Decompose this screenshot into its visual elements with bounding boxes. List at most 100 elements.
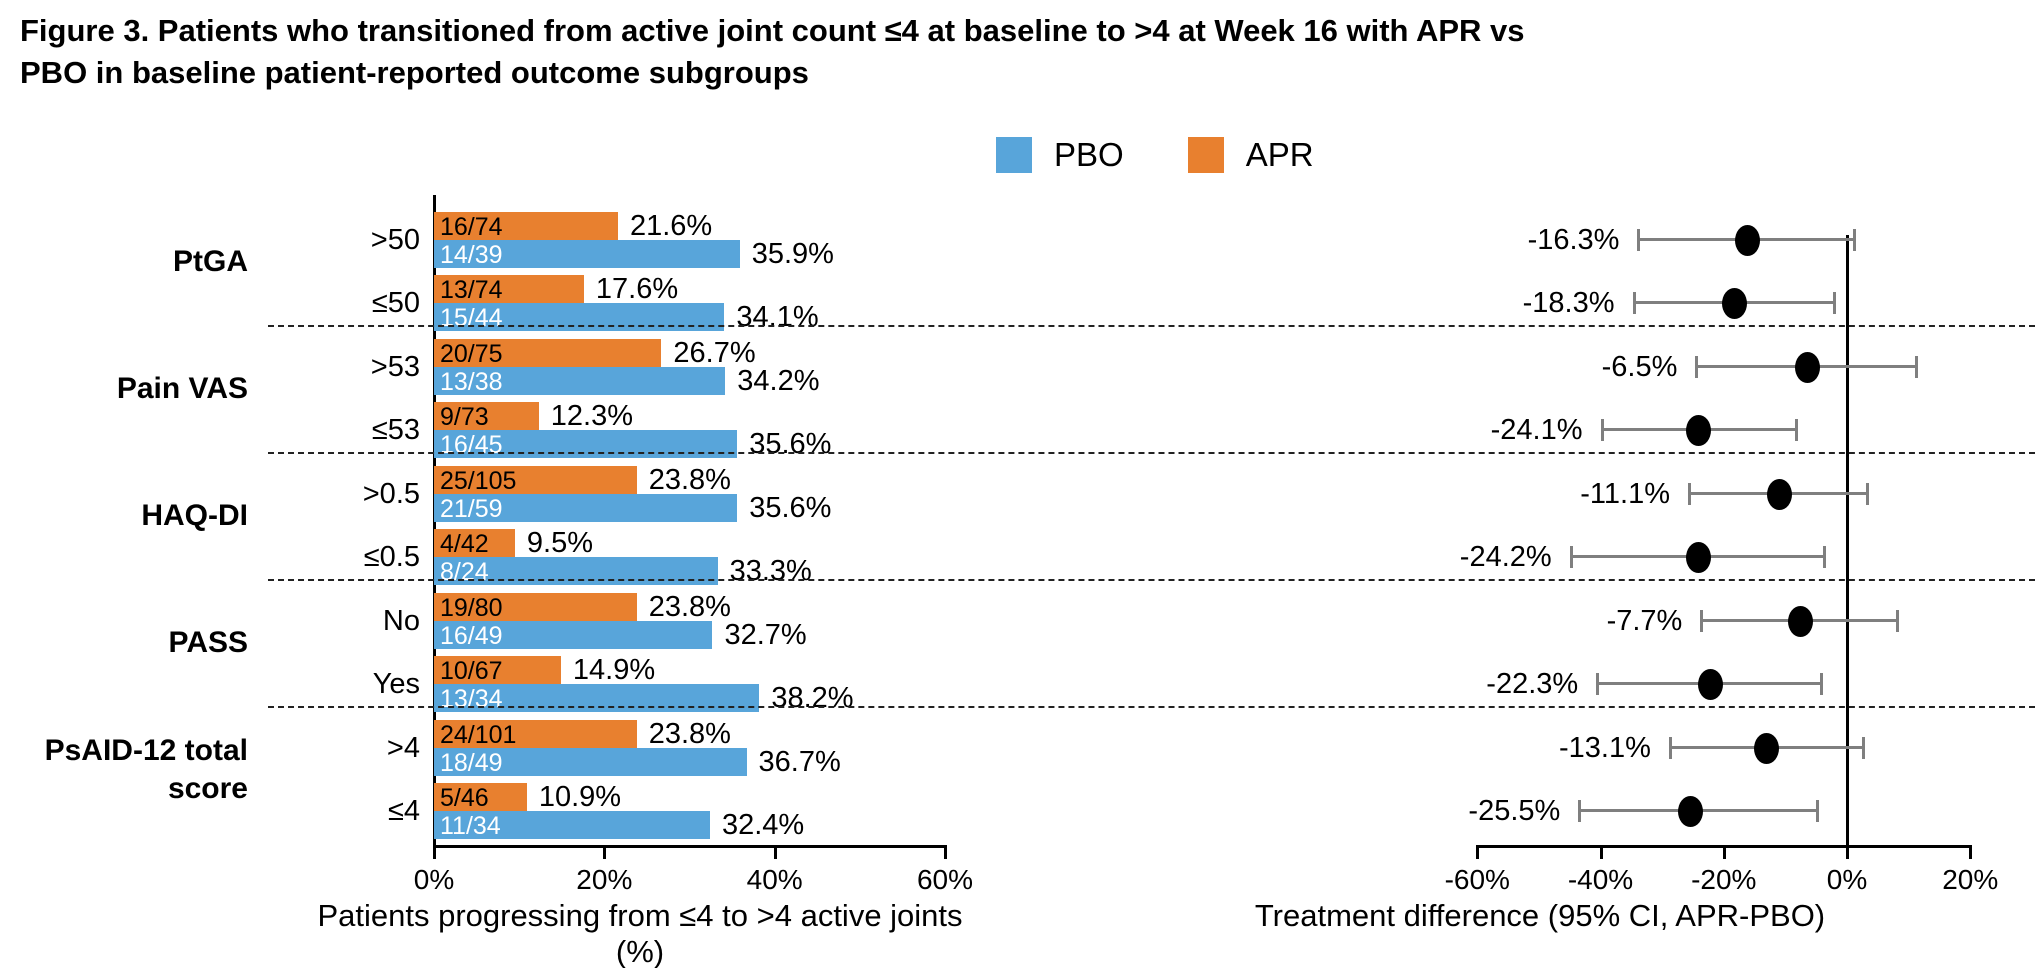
- pbo-fraction-label: 18/49: [440, 749, 503, 777]
- group-separator: [268, 325, 2035, 327]
- diff-label: -16.3%: [1527, 224, 1620, 256]
- group-separator: [268, 706, 2035, 708]
- apr-bar: [434, 402, 539, 430]
- bar-axis-tick: [773, 845, 777, 859]
- ci-cap-low: [1695, 356, 1699, 378]
- diff-label: -11.1%: [1580, 478, 1670, 510]
- ci-cap-low: [1668, 737, 1672, 759]
- apr-pct-label: 9.5%: [526, 527, 594, 559]
- diff-label: -7.7%: [1606, 605, 1683, 637]
- ci-dot: [1697, 669, 1723, 700]
- diff-label: -24.2%: [1459, 541, 1552, 573]
- pbo-fraction-label: 8/24: [440, 558, 489, 586]
- row-label: Yes: [372, 668, 420, 700]
- pbo-fraction-label: 15/44: [440, 304, 503, 332]
- legend-swatch-apr: [1187, 137, 1224, 173]
- pbo-pct-label: 32.7%: [724, 619, 807, 651]
- diff-label: -25.5%: [1468, 795, 1561, 827]
- row-label: >50: [370, 224, 420, 256]
- pbo-bar: [434, 811, 710, 839]
- ci-cap-high: [1832, 292, 1836, 314]
- apr-fraction-label: 16/74: [440, 213, 503, 241]
- row-label: >0.5: [362, 478, 420, 510]
- legend-label-apr: APR: [1245, 136, 1314, 173]
- pbo-fraction-label: 21/59: [440, 495, 503, 523]
- apr-fraction-label: 19/80: [440, 594, 503, 622]
- ci-cap-low: [1632, 292, 1636, 314]
- apr-fraction-label: 25/105: [440, 467, 517, 495]
- diff-label: -13.1%: [1559, 732, 1651, 764]
- apr-pct-label: 21.6%: [629, 210, 713, 242]
- ci-cap-low: [1637, 229, 1641, 251]
- apr-fraction-label: 24/101: [440, 721, 517, 749]
- ci-dot: [1685, 542, 1711, 573]
- apr-bar: [434, 783, 527, 811]
- apr-bar: [434, 656, 561, 684]
- bar-panel-axis-title: Patients progressing from ≤4 to >4 activ…: [317, 898, 963, 968]
- forest-axis-tick: [1599, 845, 1603, 859]
- apr-pct-label: 17.6%: [595, 273, 679, 305]
- pbo-fraction-label: 13/34: [440, 685, 503, 713]
- pbo-pct-label: 34.2%: [737, 365, 820, 397]
- ci-cap-high: [1915, 356, 1919, 378]
- forest-axis-tick: [1476, 845, 1480, 859]
- apr-pct-label: 10.9%: [538, 781, 622, 813]
- forest-axis-tick: [1846, 845, 1849, 859]
- bar-axis-tick-label: 0%: [413, 864, 455, 895]
- ci-cap-high: [1861, 737, 1865, 759]
- pbo-fraction-label: 11/34: [440, 812, 501, 840]
- ci-cap-low: [1569, 546, 1573, 568]
- pbo-pct-label: 32.4%: [721, 809, 805, 841]
- figure-title: Figure 3. Patients who transitioned from…: [20, 13, 1525, 90]
- ci-cap-high: [1823, 546, 1827, 568]
- pbo-fraction-label: 16/49: [440, 622, 503, 650]
- ci-cap-high: [1794, 419, 1798, 441]
- forest-axis-tick-label: -60%: [1444, 864, 1510, 895]
- legend-swatch-pbo: [996, 137, 1032, 173]
- bar-panel-x-axis: [434, 845, 945, 848]
- row-label: ≤4: [387, 795, 420, 827]
- forest-panel-axis-title: Treatment difference (95% CI, APR-PBO): [1254, 898, 1826, 933]
- ci-dot: [1794, 352, 1820, 383]
- ci-cap-high: [1853, 229, 1857, 251]
- ci-cap-low: [1600, 419, 1604, 441]
- ci-cap-low: [1578, 800, 1582, 822]
- pbo-pct-label: 35.9%: [751, 238, 834, 270]
- pbo-bar: [434, 367, 726, 395]
- forest-axis-tick-label: -40%: [1567, 864, 1634, 895]
- apr-pct-label: 12.3%: [550, 400, 633, 432]
- legend: PBO APR: [996, 136, 1314, 174]
- diff-label: -6.5%: [1601, 351, 1678, 383]
- bar-axis-tick: [433, 845, 436, 859]
- ci-dot: [1686, 415, 1712, 446]
- row-label: ≤50: [371, 287, 420, 319]
- apr-bar: [434, 466, 637, 494]
- ci-cap-high: [1819, 673, 1823, 695]
- forest-axis-tick: [1722, 845, 1726, 859]
- ci-cap-low: [1700, 610, 1704, 632]
- group-separator: [268, 452, 2035, 454]
- diff-label: -18.3%: [1522, 287, 1615, 319]
- apr-bar: [434, 720, 637, 748]
- pbo-pct-label: 36.7%: [758, 746, 841, 778]
- apr-fraction-label: 5/46: [440, 784, 489, 812]
- bar-axis-tick-label: 60%: [916, 864, 974, 895]
- bar-axis-tick-label: 20%: [576, 864, 633, 895]
- bar-axis-tick-label: 40%: [746, 864, 803, 895]
- group-label: PtGA: [173, 244, 248, 278]
- apr-fraction-label: 4/42: [440, 530, 489, 558]
- forest-axis-tick-label: 20%: [1942, 864, 1999, 895]
- apr-bar: [434, 529, 515, 557]
- ci-dot: [1754, 733, 1780, 764]
- forest-axis-tick-label: -20%: [1691, 864, 1757, 895]
- legend-label-pbo: PBO: [1054, 136, 1124, 173]
- group-label: Pain VAS: [116, 371, 248, 405]
- ci-cap-high: [1816, 800, 1820, 822]
- row-label: ≤0.5: [363, 541, 420, 573]
- group-label: PASS: [168, 625, 248, 659]
- apr-pct-label: 23.8%: [648, 591, 731, 623]
- row-label: >53: [370, 351, 420, 383]
- apr-pct-label: 14.9%: [572, 654, 656, 686]
- apr-fraction-label: 13/74: [440, 276, 503, 304]
